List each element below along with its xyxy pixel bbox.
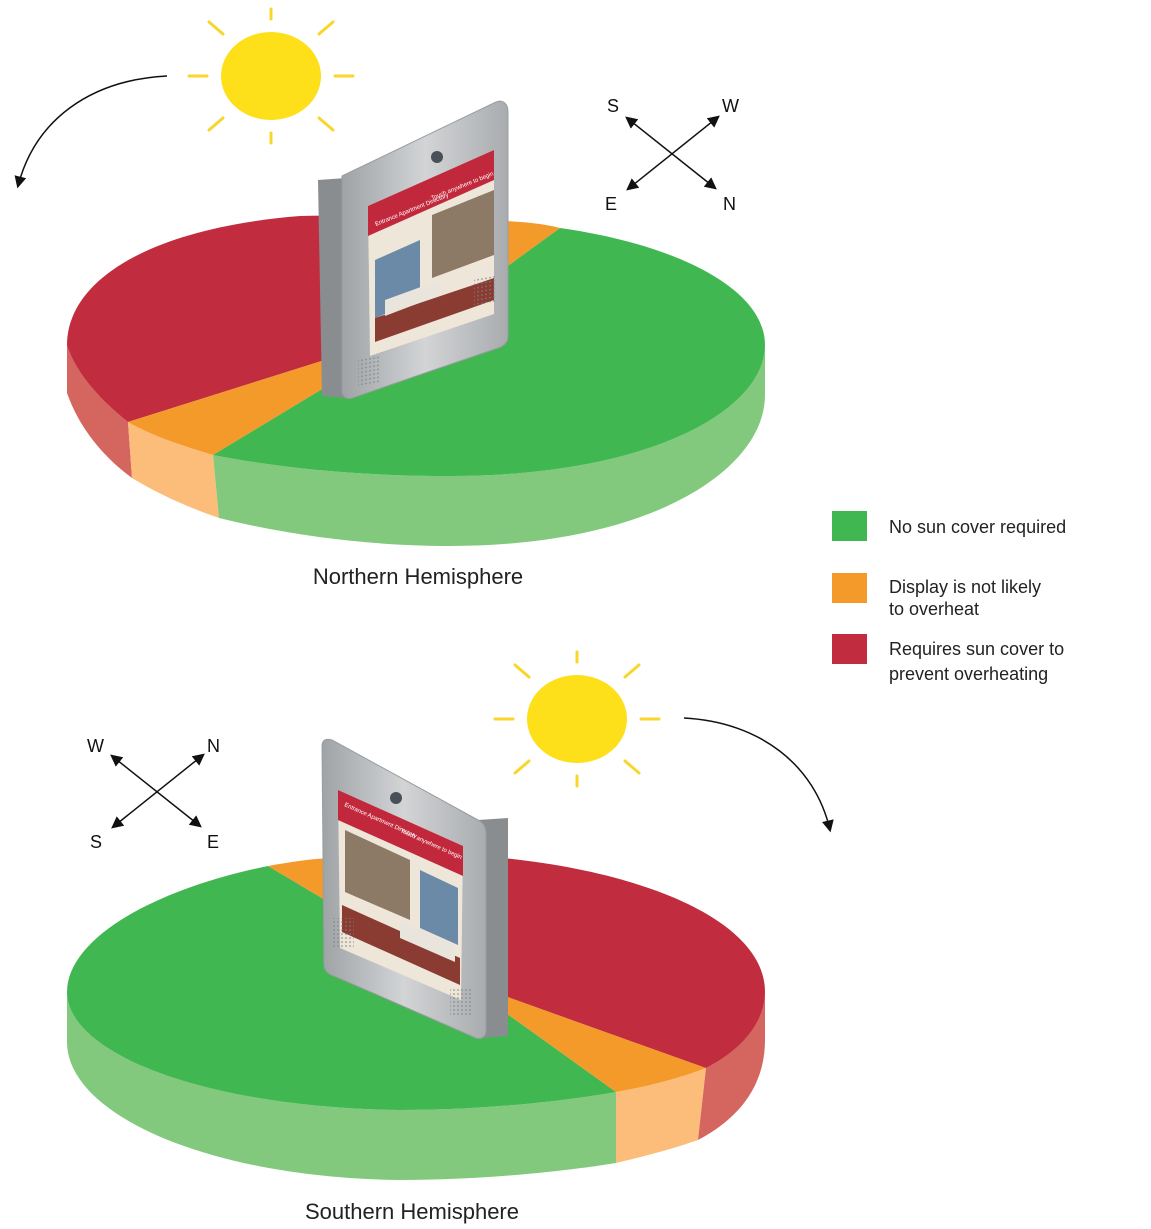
kiosk-screen-window — [420, 870, 458, 945]
legend-label-line: Requires sun cover to — [889, 639, 1064, 659]
kiosk-display-northern: Entrance Apartment Directory Touch anywh… — [318, 100, 509, 399]
kiosk-speaker-icon — [474, 275, 496, 306]
compass-northern: S W E N — [605, 96, 739, 214]
southern-hemisphere-panel: W N S E Entrance A — [67, 650, 834, 1224]
curved-arrow-icon — [14, 75, 168, 189]
kiosk-side — [318, 178, 348, 398]
compass-label-bottom-left: S — [90, 832, 102, 852]
pie-side-red — [698, 992, 765, 1140]
compass-label-top-right: N — [207, 736, 220, 756]
pie-slice-orange — [460, 980, 706, 1092]
southern-pie — [67, 855, 765, 1180]
pie-side-red — [67, 345, 132, 478]
legend-label-line: to overheat — [889, 599, 979, 619]
legend-item-not-overheat: Display is not likely to overheat — [832, 573, 1041, 619]
compass-arrow-icon — [626, 115, 720, 191]
compass-label-top-right: W — [722, 96, 739, 116]
legend-item-no-cover: No sun cover required — [832, 511, 1066, 541]
kiosk-screen-sofa — [385, 280, 440, 316]
kiosk-screen-header — [338, 790, 463, 876]
kiosk-screen-floor — [342, 905, 460, 985]
legend-label-line: Display is not likely — [889, 577, 1041, 597]
compass-arrow-icon — [111, 753, 205, 829]
kiosk-camera-icon — [390, 792, 402, 804]
kiosk-speaker-icon — [332, 918, 354, 948]
kiosk-screen-sofa — [400, 920, 455, 962]
curved-arrow-icon — [683, 717, 834, 833]
compass-label-top-left: W — [87, 736, 104, 756]
northern-hemisphere-panel: S W E N Entrance A — [14, 7, 765, 589]
compass-label-top-left: S — [607, 96, 619, 116]
sun-icon — [187, 7, 355, 145]
southern-caption: Southern Hemisphere — [305, 1199, 519, 1224]
legend-swatch-green — [832, 511, 867, 541]
pie-slice-green — [67, 866, 616, 1110]
kiosk-speaker-icon — [358, 353, 380, 386]
legend-swatch-red — [832, 634, 867, 664]
pie-side-orange — [616, 1068, 706, 1163]
sun-icon — [493, 650, 661, 788]
kiosk-screen-room — [345, 830, 410, 920]
northern-caption: Northern Hemisphere — [313, 564, 523, 589]
kiosk-display-southern: Entrance Apartment Directory Touch anywh… — [321, 738, 508, 1039]
kiosk-screen-floor — [375, 278, 494, 342]
legend-swatch-orange — [832, 573, 867, 603]
kiosk-speaker-icon — [450, 988, 472, 1016]
pie-side-green — [67, 992, 616, 1180]
kiosk-camera-icon — [431, 151, 443, 163]
compass-southern: W N S E — [87, 736, 220, 852]
compass-arrow-icon — [110, 754, 202, 828]
compass-arrow-icon — [625, 116, 717, 190]
compass-label-bottom-left: E — [605, 194, 617, 214]
pie-side-orange — [128, 422, 219, 518]
compass-label-bottom-right: N — [723, 194, 736, 214]
pie-side-green — [213, 345, 765, 546]
legend-label-line: prevent overheating — [889, 664, 1048, 684]
legend-label-line: No sun cover required — [889, 517, 1066, 537]
compass-label-bottom-right: E — [207, 832, 219, 852]
kiosk-screen-header — [368, 150, 494, 236]
legend: No sun cover required Display is not lik… — [832, 511, 1066, 684]
kiosk-screen-room — [432, 190, 494, 278]
legend-item-requires-cover: Requires sun cover to prevent overheatin… — [832, 634, 1064, 684]
pie-slice-green — [213, 228, 765, 476]
